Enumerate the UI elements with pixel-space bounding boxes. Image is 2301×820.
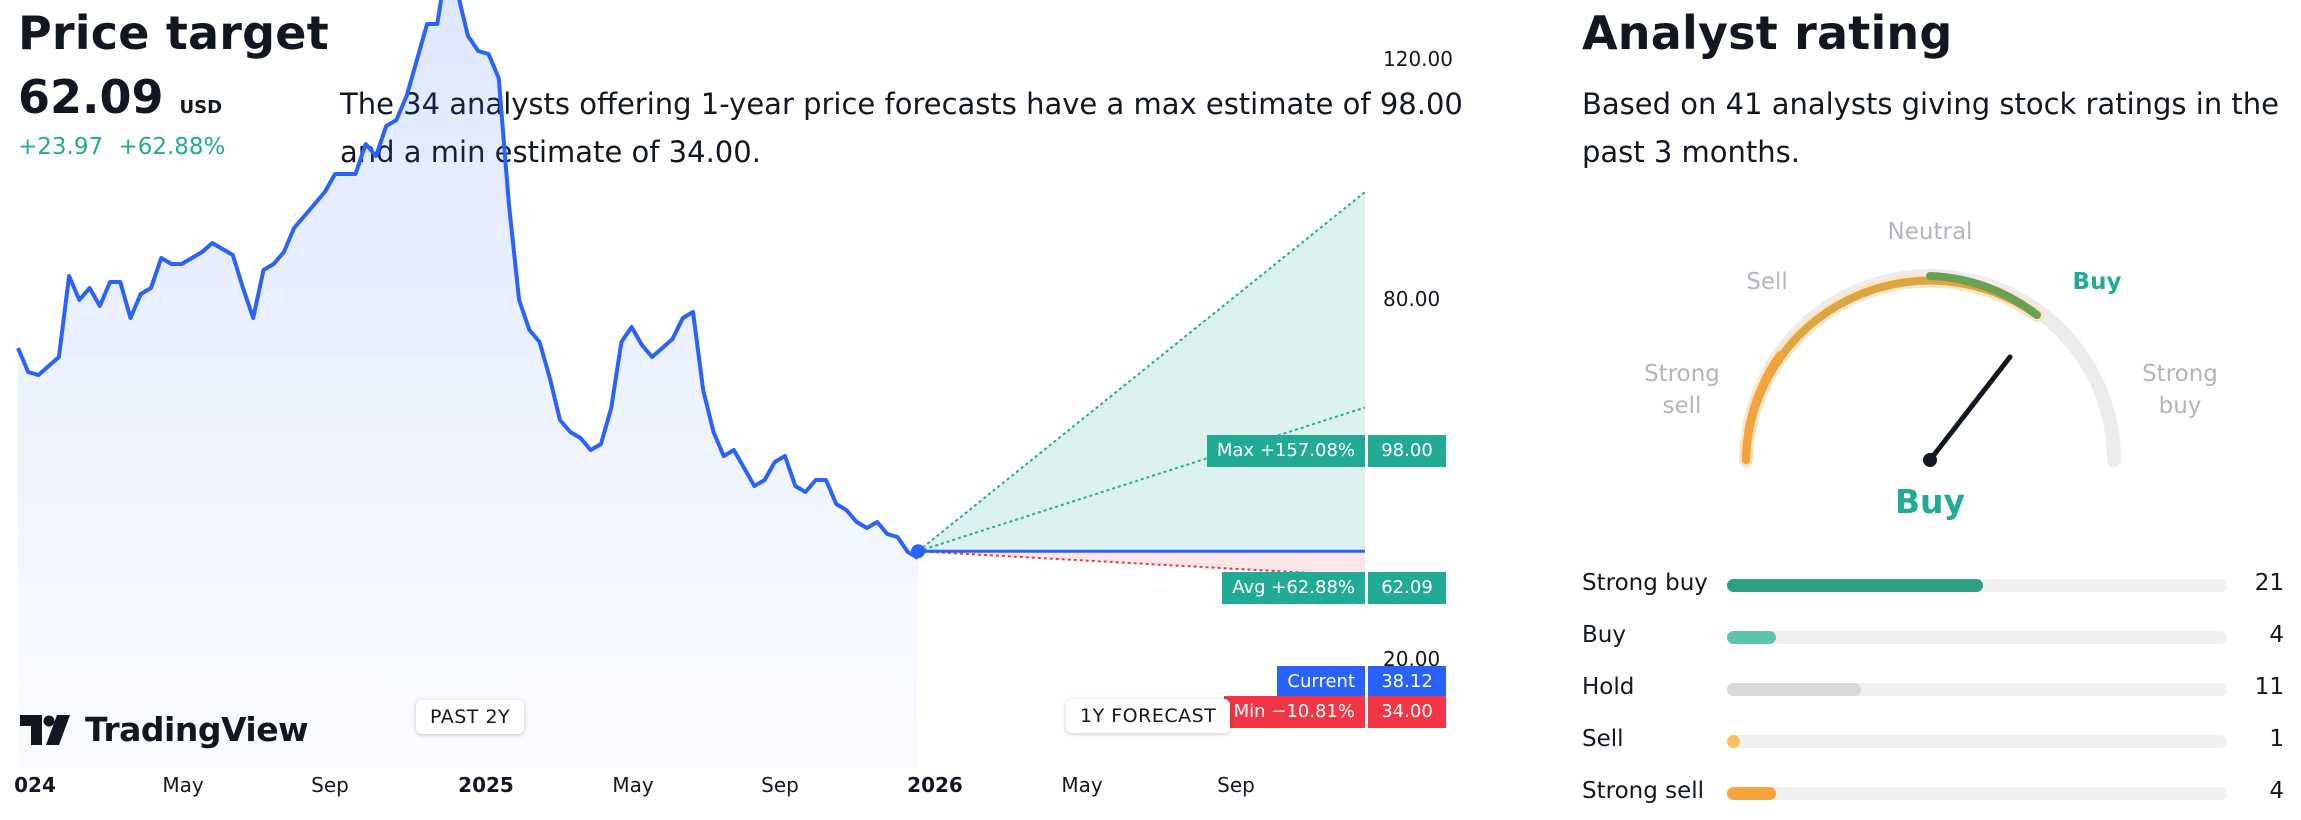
analyst-rating-description: Based on 41 analysts giving stock rating…: [1582, 87, 2280, 169]
tradingview-logo-text: TradingView: [85, 710, 309, 749]
gauge-label-buy: Buy: [2072, 269, 2122, 295]
rating-count: 1: [2269, 726, 2284, 752]
gauge-needle: [1927, 354, 2013, 463]
rating-row: Strong sell 4: [1582, 771, 2284, 811]
price-value: 62.09: [18, 70, 164, 124]
rating-label: Sell: [1582, 726, 1624, 752]
price-target-title: Price target: [18, 6, 329, 60]
gauge-label-strong-buy: Strong buy: [2142, 361, 2218, 419]
rating-count: 11: [2254, 674, 2284, 700]
x-tick-label: Sep: [761, 773, 799, 797]
rating-bar-track: [1727, 631, 2227, 644]
rating-row: Strong buy 21: [1582, 563, 2284, 603]
forecast-1y-tag: 1Y FORECAST: [1066, 699, 1231, 733]
y-tick-label: 80.00: [1383, 287, 1441, 311]
rating-bar-fill: [1727, 631, 1776, 644]
price-change-pct: +62.88%: [118, 134, 226, 160]
x-tick-label: May: [162, 773, 204, 797]
rating-bar-track: [1727, 787, 2227, 800]
current-price-value: 38.12: [1368, 666, 1446, 698]
x-tick-label: 2025: [458, 773, 514, 797]
current-price-dot: [911, 544, 925, 559]
avg-estimate-value: 62.09: [1368, 572, 1446, 604]
gauge-result: Buy: [1894, 482, 1966, 521]
forecast-avg-line: [917, 406, 1366, 553]
y-tick-label: 120.00: [1383, 47, 1453, 71]
rating-bar-fill: [1727, 683, 1861, 696]
price-currency: USD: [179, 97, 223, 118]
rating-label: Hold: [1582, 674, 1635, 700]
rating-row: Sell 1: [1582, 719, 2284, 759]
x-tick-label: May: [1061, 773, 1103, 797]
history-area: [18, 0, 918, 768]
rating-label: Buy: [1582, 622, 1626, 648]
gauge-label-neutral: Neutral: [1887, 219, 1973, 245]
min-estimate-label: Min −10.81%: [1223, 696, 1365, 728]
rating-bar-track: [1727, 735, 2227, 748]
history-line: [16, 0, 920, 560]
price-target-value: 62.09 USD: [18, 70, 222, 124]
rating-bar-fill: [1727, 787, 1776, 800]
current-price-label: Current: [1277, 666, 1365, 698]
past-2y-tag: PAST 2Y: [416, 700, 525, 734]
price-change-abs: +23.97: [18, 134, 104, 160]
rating-count: 4: [2269, 778, 2284, 804]
analyst-rating-title: Analyst rating: [1582, 6, 1953, 60]
rating-count: 21: [2254, 570, 2284, 596]
max-estimate-label: Max +157.08%: [1206, 435, 1365, 467]
rating-bar-track: [1727, 579, 2227, 592]
price-change: +23.97 +62.88%: [18, 134, 225, 160]
tradingview-logo-icon: [20, 715, 70, 745]
x-tick-label: May: [612, 773, 654, 797]
x-tick-label: Sep: [1217, 773, 1255, 797]
rating-bar-track: [1727, 683, 2227, 696]
rating-bar-fill: [1727, 579, 1983, 592]
gauge-arc-fill: [1742, 276, 2041, 464]
rating-count: 4: [2269, 622, 2284, 648]
rating-bar-fill: [1727, 735, 1740, 748]
rating-row: Buy 4: [1582, 615, 2284, 655]
x-tick-label: Sep: [311, 773, 349, 797]
min-estimate-value: 34.00: [1368, 696, 1446, 728]
rating-row: Hold 11: [1582, 667, 2284, 707]
gauge-arc-buy-part: [1926, 272, 2041, 319]
gauge-arc-sell-part: [1742, 351, 1784, 464]
rating-gauge: [1739, 269, 2121, 467]
gauge-track: [1739, 269, 2121, 467]
rating-label: Strong sell: [1582, 778, 1705, 804]
forecast-min-line: [917, 550, 1366, 577]
gauge-arc-background: [1739, 273, 2044, 467]
gauge-label-strong-sell: Strong sell: [1644, 361, 1720, 419]
gauge-needle-pivot: [1923, 453, 1937, 467]
gauge-label-sell: Sell: [1746, 269, 1788, 295]
rating-label: Strong buy: [1582, 570, 1708, 596]
max-estimate-value: 98.00: [1368, 435, 1446, 467]
x-tick-label: 2026: [907, 773, 963, 797]
x-tick-label: 024: [14, 773, 56, 797]
avg-estimate-label: Avg +62.88%: [1222, 572, 1365, 604]
